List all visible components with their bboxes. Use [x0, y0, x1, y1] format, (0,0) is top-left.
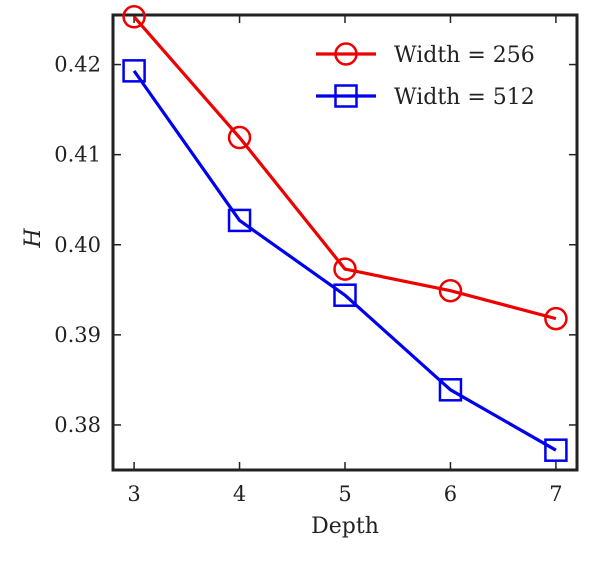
data-point-width-512 [333, 283, 357, 307]
plot-frame [111, 13, 579, 472]
x-tick-label: 5 [338, 482, 351, 506]
data-point-width-512 [227, 208, 252, 233]
plot-area: 3 4 5 6 7 0.38 0.39 0.40 0.41 0.42 Width = 256 Widt… [54, 5, 579, 506]
y-tick-label: 0.42 [54, 53, 101, 77]
x-tick-label: 6 [444, 482, 457, 506]
legend-marker-width-512 [334, 84, 358, 108]
x-tick-label: 4 [233, 482, 246, 506]
legend-label-width-512: Width = 512 [394, 85, 535, 110]
x-tick-label: 3 [127, 482, 140, 506]
x-axis-label: Depth [311, 514, 379, 539]
legend-marker-width-256 [334, 42, 358, 66]
data-point-width-256 [122, 5, 146, 29]
series-line-width-512 [132, 69, 557, 452]
legend-label-width-256: Width = 256 [394, 43, 535, 68]
data-point-width-256 [544, 306, 568, 331]
y-axis-label: H [21, 228, 46, 249]
x-tick-label: 7 [549, 482, 562, 506]
data-point-width-512 [544, 438, 568, 462]
data-point-width-512 [122, 59, 146, 83]
data-point-width-256 [227, 125, 252, 150]
y-tick-label: 0.38 [54, 413, 101, 437]
data-point-width-512 [438, 378, 463, 402]
y-tick-label: 0.39 [54, 323, 101, 347]
y-tick-label: 0.41 [54, 143, 101, 167]
data-point-width-256 [333, 257, 357, 281]
y-tick-label: 0.40 [54, 233, 101, 257]
series-line-width-256 [132, 15, 557, 321]
data-point-width-256 [438, 278, 463, 303]
